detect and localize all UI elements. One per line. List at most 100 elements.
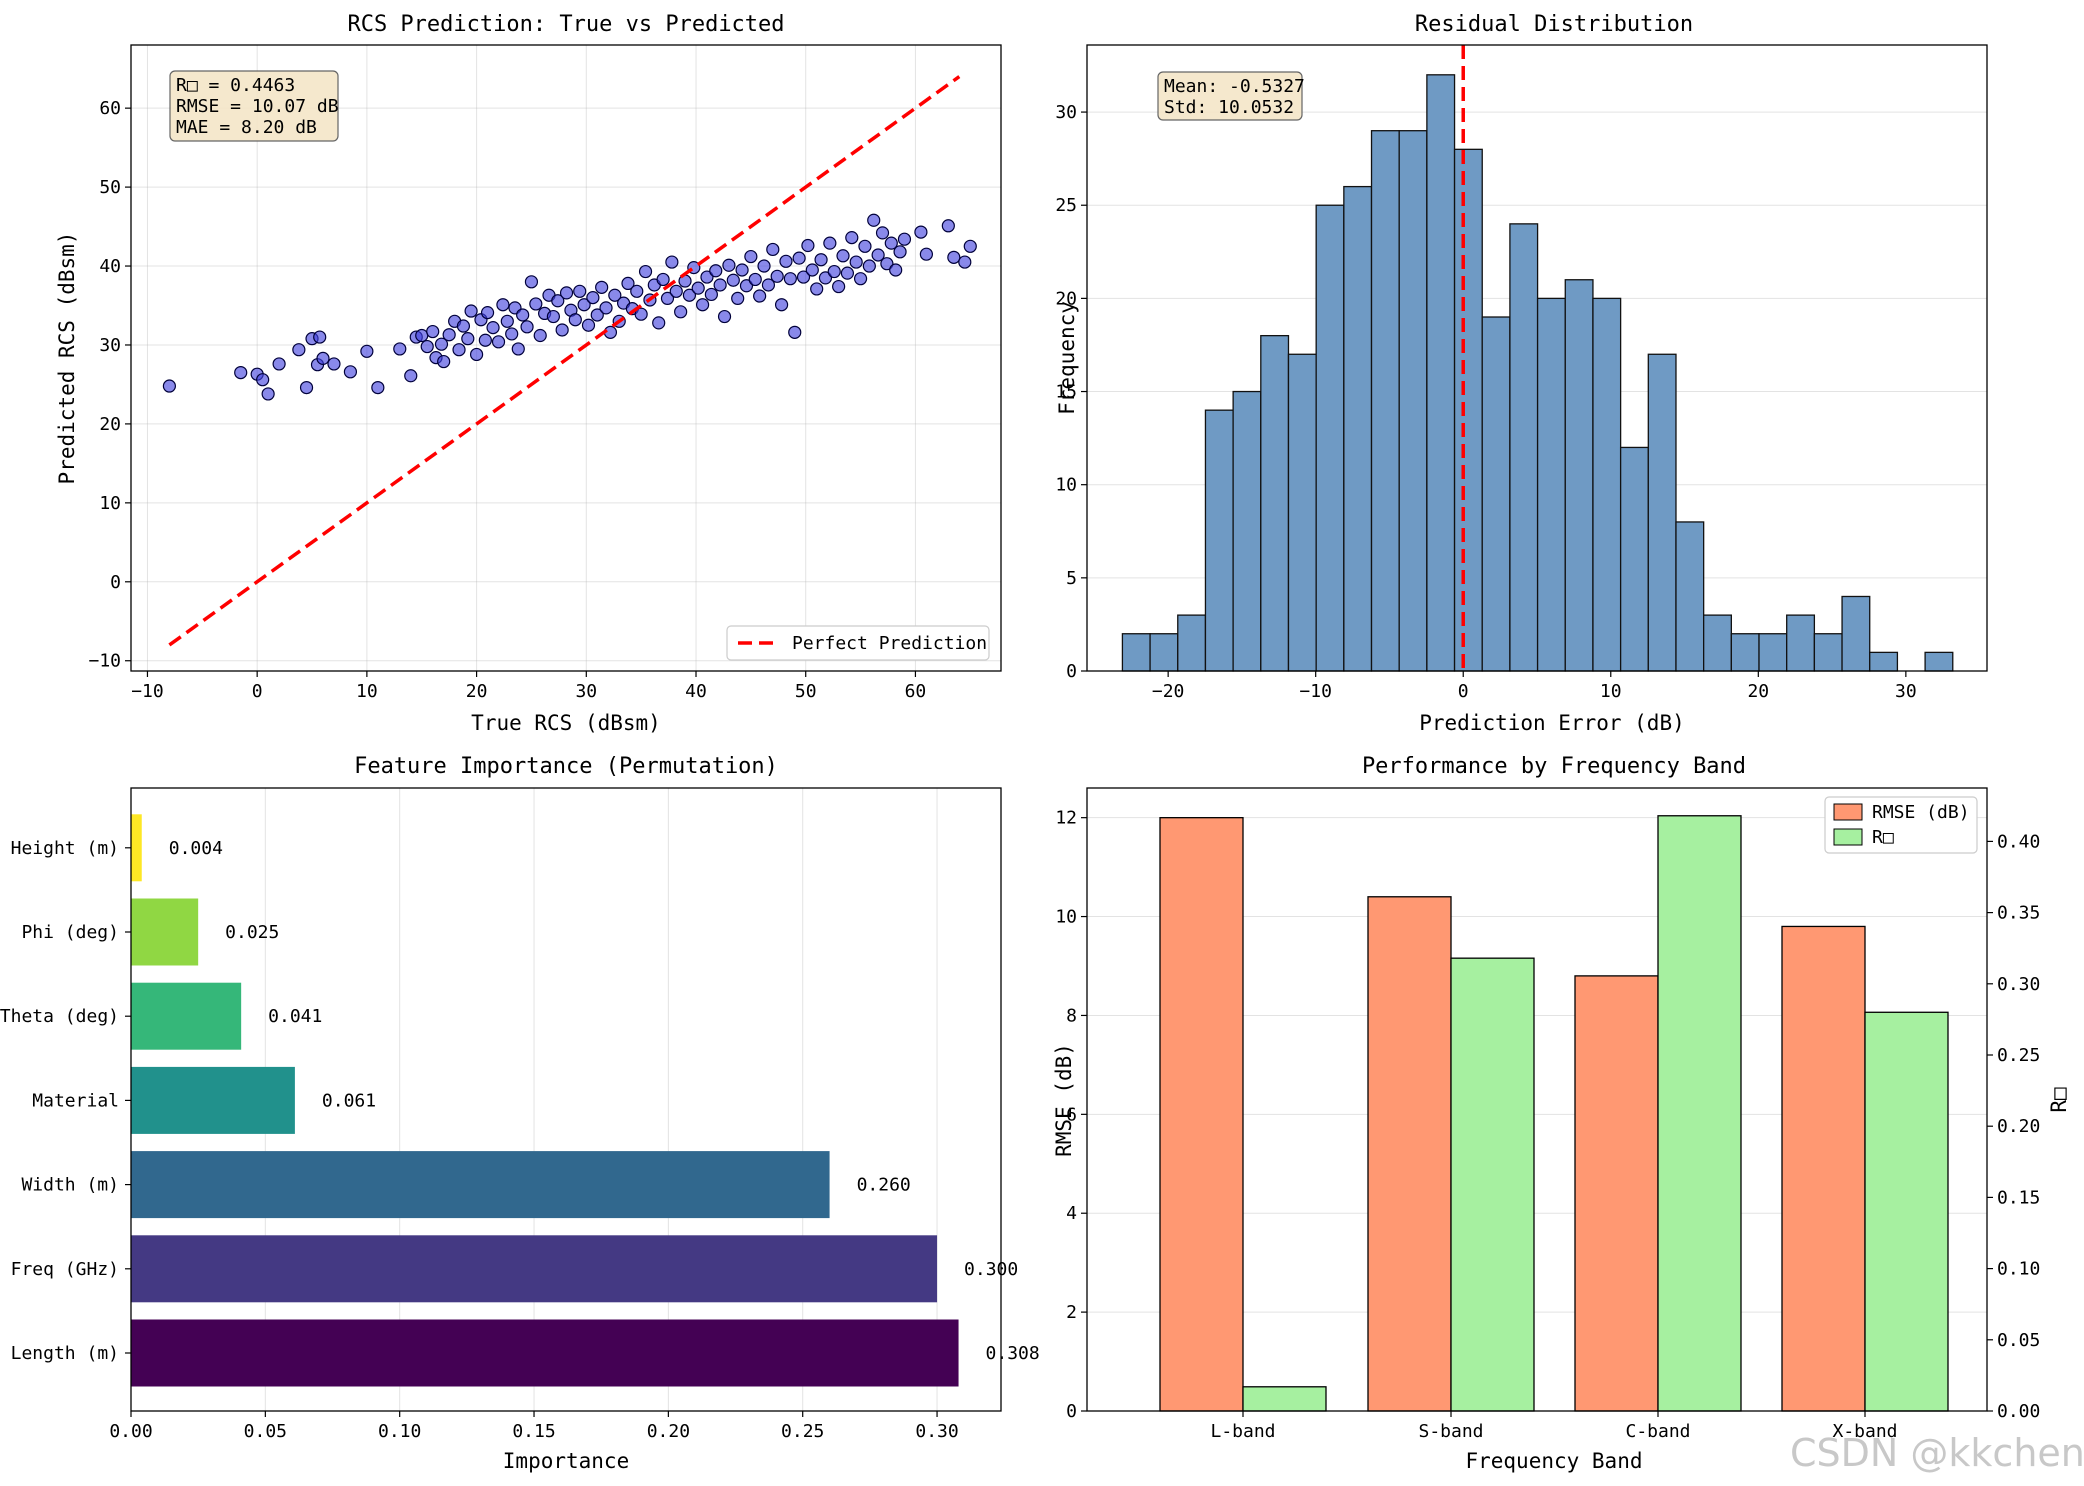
scatter-point	[704, 287, 718, 302]
x-tick-label: 0	[1458, 681, 1469, 702]
histogram-bar	[1398, 130, 1428, 672]
band-label: L-band	[1210, 1421, 1275, 1442]
scatter-point	[761, 278, 776, 292]
histogram-bar	[1703, 614, 1732, 672]
scatter-point	[919, 247, 933, 261]
scatter-point	[546, 309, 560, 324]
scatter-point	[669, 284, 683, 298]
stats-mean: Mean: -0.5327	[1164, 76, 1305, 97]
scatter-point	[818, 271, 833, 285]
feature-label: Height (m)	[11, 838, 119, 859]
scatter-point	[884, 236, 898, 250]
histogram-bar	[1813, 633, 1843, 672]
scatter-point	[832, 279, 846, 294]
histogram-bar	[1758, 633, 1788, 672]
x-tick-label: −10	[1299, 681, 1332, 702]
scatter-point	[853, 272, 868, 286]
scatter-point	[963, 239, 977, 253]
scatter-point	[608, 288, 622, 302]
rmse-bar	[1574, 975, 1659, 1412]
r2-bar	[1657, 815, 1742, 1412]
histogram-bar	[1315, 204, 1345, 672]
importance-value-label: 0.300	[964, 1259, 1018, 1280]
scatter-point	[162, 379, 176, 393]
y-tick-label: −10	[88, 651, 121, 672]
x-tick-label: 0.25	[781, 1421, 824, 1442]
scatter-point	[261, 387, 275, 401]
legend-perfect-prediction: Perfect Prediction	[792, 633, 987, 654]
scatter-point	[456, 319, 471, 333]
x-tick-label: 20	[466, 681, 488, 702]
scatter-point	[717, 309, 732, 324]
scatter-point	[371, 381, 385, 395]
scatter-point	[770, 269, 784, 283]
y-tick-label: 20	[1055, 288, 1077, 309]
feature-label: Phi (deg)	[21, 922, 119, 943]
histogram-title: Residual Distribution	[1415, 12, 1693, 37]
scatter-point	[713, 278, 727, 292]
panel-scatter: RCS Prediction: True vs Predicted −10 0 10…	[55, 12, 1002, 735]
x-tick-label: 0.20	[647, 1421, 690, 1442]
rmse-bar	[1781, 925, 1866, 1412]
right-y-tick-label: 0.40	[1997, 831, 2040, 852]
importance-value-label: 0.025	[225, 922, 279, 943]
y-tick-label: 40	[99, 256, 121, 277]
scatter-point	[486, 321, 500, 335]
scatter-point	[652, 316, 666, 330]
scatter-stats-box: R□ = 0.4463 RMSE = 10.07 dB MAE = 8.20 d…	[169, 70, 339, 142]
scatter-point	[845, 231, 859, 245]
scatter-point	[516, 308, 530, 322]
y-tick-label: 0	[110, 572, 121, 593]
scatter-point	[299, 381, 314, 395]
scatter-point	[805, 263, 819, 277]
scatter-point	[426, 324, 440, 339]
importance-bar	[131, 1066, 295, 1134]
scatter-title: RCS Prediction: True vs Predicted	[347, 12, 784, 37]
y-tick-label: 50	[99, 177, 121, 198]
scatter-point	[568, 313, 582, 327]
y-tick-label: 25	[1055, 195, 1077, 216]
histogram-bar	[1370, 130, 1400, 672]
scatter-point	[559, 286, 574, 300]
scatter-point	[420, 339, 434, 354]
scatter-point	[958, 255, 972, 269]
x-tick-label: 0	[252, 681, 263, 702]
legend-rmse-label: RMSE (dB)	[1872, 802, 1970, 823]
x-tick-label: 0.15	[512, 1421, 555, 1442]
frequency-band-title: Performance by Frequency Band	[1362, 754, 1746, 779]
scatter-point	[914, 225, 928, 239]
histogram-bar	[1924, 651, 1954, 672]
left-y-tick-label: 2	[1066, 1302, 1077, 1323]
histogram-bar	[1869, 651, 1899, 672]
right-y-tick-label: 0.25	[1997, 1045, 2040, 1066]
histogram-bar	[1730, 633, 1760, 672]
importance-bar	[131, 982, 242, 1050]
scatter-point	[452, 343, 466, 357]
scatter-point	[581, 318, 596, 332]
scatter-point	[810, 282, 824, 296]
stats-r2: R□ = 0.4463	[176, 75, 295, 96]
frequency-band-legend: RMSE (dB) R□	[1824, 796, 1978, 854]
scatter-point	[393, 342, 407, 356]
x-tick-label: −20	[1152, 681, 1185, 702]
scatter-point	[783, 272, 797, 286]
scatter-point	[660, 291, 675, 305]
scatter-y-label: Predicted RCS (dBsm)	[55, 232, 79, 485]
histogram-bar	[1260, 334, 1290, 672]
scatter-point	[437, 354, 451, 369]
left-y-tick-label: 12	[1055, 808, 1077, 829]
scatter-point	[700, 270, 714, 284]
r2-bar	[1450, 957, 1535, 1412]
importance-bar	[131, 1319, 959, 1387]
y-tick-label: 20	[99, 414, 121, 435]
scatter-point	[577, 298, 591, 312]
importance-value-label: 0.308	[986, 1343, 1040, 1364]
scatter-point	[573, 284, 587, 298]
scatter-point	[766, 242, 780, 257]
histogram-bar	[1121, 633, 1151, 672]
scatter-point	[316, 351, 330, 365]
importance-value-label: 0.004	[169, 838, 223, 859]
feature-importance-x-label: Importance	[503, 1449, 629, 1473]
right-y-tick-label: 0.35	[1997, 903, 2040, 924]
